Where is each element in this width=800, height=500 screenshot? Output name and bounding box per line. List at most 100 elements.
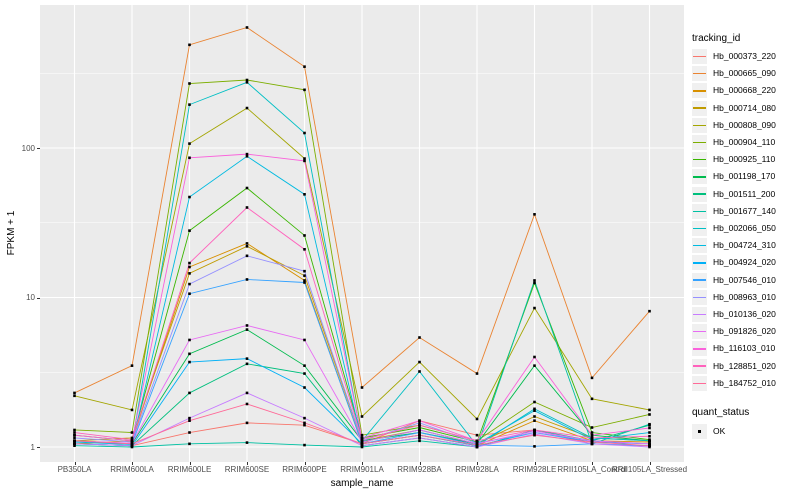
data-point xyxy=(648,434,651,438)
x-tick-label: RRIM928LA xyxy=(455,465,499,474)
data-point xyxy=(245,357,249,360)
legend-key-box xyxy=(692,358,707,374)
data-point xyxy=(130,444,134,448)
legend-key-box xyxy=(692,186,707,202)
legend-color-line-icon xyxy=(693,279,706,281)
data-point xyxy=(475,372,479,375)
point-square-icon xyxy=(697,429,702,434)
data-point xyxy=(188,103,191,106)
legend-color-line-icon xyxy=(693,262,706,264)
data-point xyxy=(245,254,249,258)
data-point xyxy=(418,436,421,440)
legend-key-box xyxy=(692,49,707,64)
plot-panel xyxy=(40,5,684,462)
data-point xyxy=(475,445,479,449)
legend-item-label: Hb_010136_020 xyxy=(713,309,776,319)
data-point xyxy=(188,82,191,85)
legend-key-box xyxy=(692,83,707,99)
x-tick-label: PB350LA xyxy=(57,465,92,474)
data-point xyxy=(533,400,536,404)
data-point xyxy=(245,81,249,84)
data-point xyxy=(130,438,134,441)
data-point xyxy=(303,193,306,196)
legend-key-box xyxy=(692,169,707,185)
legend-color-line-icon xyxy=(693,348,706,350)
data-point xyxy=(245,186,249,190)
legend-item-label: Hb_000373_220 xyxy=(713,51,776,61)
x-tick-label: RRII105LA_Stressed xyxy=(611,465,688,474)
data-point xyxy=(245,206,249,209)
legend-item-label: Hb_128851_020 xyxy=(713,360,776,371)
data-point xyxy=(303,364,306,367)
legend-key-box xyxy=(692,289,707,305)
data-point xyxy=(73,436,76,440)
data-point xyxy=(418,426,421,429)
data-point xyxy=(188,292,191,296)
y-tick-mark xyxy=(37,148,40,149)
x-tick-mark xyxy=(592,462,593,465)
data-point xyxy=(303,416,306,420)
y-tick-mark xyxy=(37,297,40,299)
data-point xyxy=(188,43,191,47)
x-tick-label: RRIM600LA xyxy=(110,465,154,474)
legend-item-label: Hb_001677_140 xyxy=(713,205,776,216)
data-point xyxy=(418,431,421,434)
data-point xyxy=(188,265,191,269)
data-point xyxy=(73,444,76,448)
data-point xyxy=(303,65,306,68)
data-point xyxy=(360,440,364,444)
data-point xyxy=(73,428,76,432)
data-point xyxy=(245,402,249,406)
x-tick-mark xyxy=(362,462,363,465)
y-tick-mark xyxy=(37,447,40,448)
data-point xyxy=(303,372,306,375)
legend-color-line-icon xyxy=(693,141,706,144)
data-point xyxy=(303,131,306,135)
data-point xyxy=(648,442,651,446)
x-tick-mark xyxy=(132,462,133,465)
x-tick-mark xyxy=(477,462,478,465)
legend: tracking_id Hb_000373_220 Hb_000665_090 Hb… xyxy=(690,0,800,500)
data-point xyxy=(590,397,594,401)
data-point xyxy=(188,360,191,364)
data-point xyxy=(245,421,249,425)
legend-item-label: Hb_001198_170 xyxy=(713,171,776,182)
data-point xyxy=(418,439,421,443)
data-point xyxy=(303,159,306,163)
data-point xyxy=(360,444,364,448)
data-point xyxy=(188,142,191,145)
data-point xyxy=(360,442,364,446)
legend-key-box xyxy=(692,272,707,288)
data-point xyxy=(188,419,191,422)
data-point xyxy=(418,360,421,364)
legend-item-label: Hb_004724_310 xyxy=(713,240,776,251)
data-point xyxy=(648,439,651,443)
legend-item-label: Hb_000668_220 xyxy=(713,85,776,96)
x-tick-label: RRIM600LE xyxy=(167,465,212,474)
data-point xyxy=(648,413,651,416)
legend-item-label: Hb_008963_010 xyxy=(713,291,776,302)
legend-color-line-icon xyxy=(693,365,706,367)
data-point xyxy=(648,408,651,412)
x-tick-mark xyxy=(649,462,651,465)
data-point xyxy=(303,338,306,342)
data-point xyxy=(418,336,421,339)
y-axis-title: FPKM + 1 xyxy=(6,210,17,256)
legend-key-box xyxy=(692,255,707,271)
data-point xyxy=(73,431,76,434)
data-point xyxy=(245,391,249,395)
legend-item-label: Hb_007546_010 xyxy=(713,274,776,285)
legend-color-line-icon xyxy=(693,244,706,247)
y-tick-label: 1 xyxy=(30,442,35,452)
y-tick-label: 10 xyxy=(26,293,35,302)
legend-title-tracking-id: tracking_id xyxy=(692,33,741,44)
data-point xyxy=(245,324,249,327)
data-point xyxy=(130,431,134,434)
data-point xyxy=(360,415,364,418)
data-point xyxy=(303,421,306,425)
data-point xyxy=(418,421,421,425)
data-point xyxy=(303,281,306,284)
legend-color-line-icon xyxy=(693,90,706,92)
data-point xyxy=(245,328,249,331)
legend-item-label: Hb_002066_050 xyxy=(713,223,776,233)
